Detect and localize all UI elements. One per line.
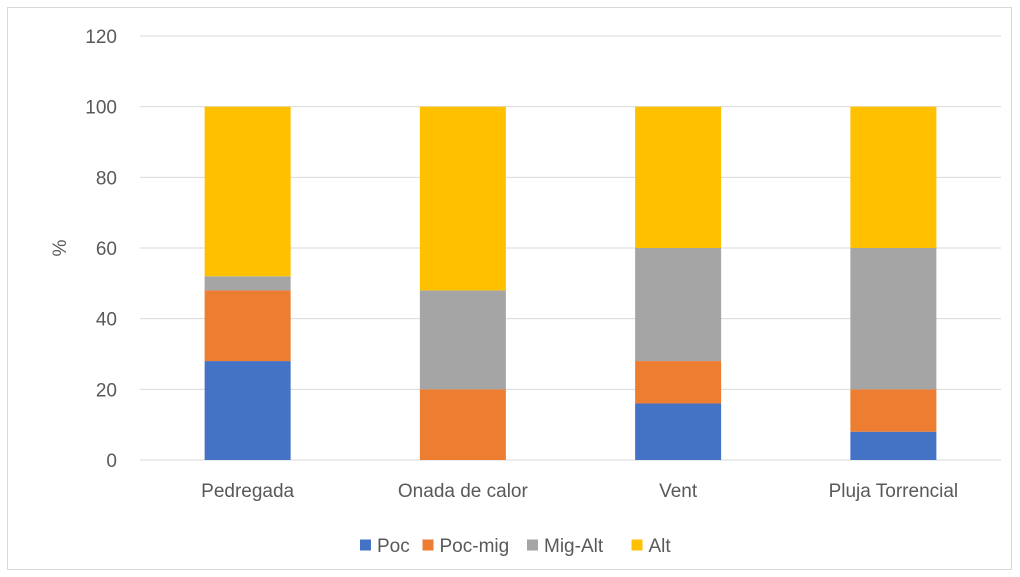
bar-pluja-torrencial-mig-alt — [850, 248, 937, 390]
bar-vent-alt — [635, 106, 722, 249]
bar-pluja-torrencial-poc — [850, 431, 937, 460]
y-tick-label: 80 — [96, 168, 117, 189]
legend-swatch-mig-alt — [527, 539, 538, 551]
legend-swatch-poc-mig — [422, 539, 434, 551]
legend-label-alt: Alt — [649, 536, 672, 557]
legend-swatch-alt — [631, 539, 643, 551]
y-tick-label: 0 — [106, 451, 117, 472]
bar-vent-mig-alt — [635, 248, 722, 362]
x-tick-label: Pedregada — [201, 481, 294, 502]
bar-pedregada-poc-mig — [204, 290, 291, 362]
y-axis-title: % — [50, 239, 71, 256]
x-tick-label: Vent — [659, 481, 698, 502]
y-tick-label: 40 — [96, 310, 117, 331]
bar-onada-de-calor-mig-alt — [419, 290, 506, 390]
y-tick-label: 60 — [96, 239, 117, 260]
legend-label-poc: Poc — [377, 536, 410, 557]
legend: Poc Poc-mig Mig-Alt Alt — [360, 536, 671, 557]
bar-vent-poc — [635, 403, 722, 460]
chart-frame — [7, 7, 1012, 570]
x-axis-ticks: Pedregada Onada de calor Vent Pluja Torrenc… — [201, 481, 958, 502]
bar-onada-de-calor-poc-mig — [419, 389, 506, 460]
bar-pedregada-alt — [204, 106, 291, 277]
bar-pedregada-mig-alt — [204, 276, 291, 291]
bars — [204, 106, 937, 460]
bar-pluja-torrencial-poc-mig — [850, 389, 937, 432]
y-tick-label: 20 — [96, 380, 117, 401]
legend-label-poc-mig: Poc-mig — [440, 536, 510, 557]
legend-swatch-poc — [360, 539, 371, 551]
x-tick-label: Pluja Torrencial — [829, 481, 959, 502]
bar-onada-de-calor-alt — [419, 106, 506, 291]
bar-pedregada-poc — [204, 361, 291, 460]
bar-vent-poc-mig — [635, 361, 722, 404]
y-axis-ticks: 0 20 40 60 80 100 120 — [85, 27, 117, 472]
y-tick-label: 120 — [85, 27, 117, 48]
x-tick-label: Onada de calor — [398, 481, 529, 502]
bar-pluja-torrencial-alt — [850, 106, 937, 249]
legend-label-mig-alt: Mig-Alt — [544, 536, 604, 557]
y-tick-label: 100 — [85, 98, 117, 119]
